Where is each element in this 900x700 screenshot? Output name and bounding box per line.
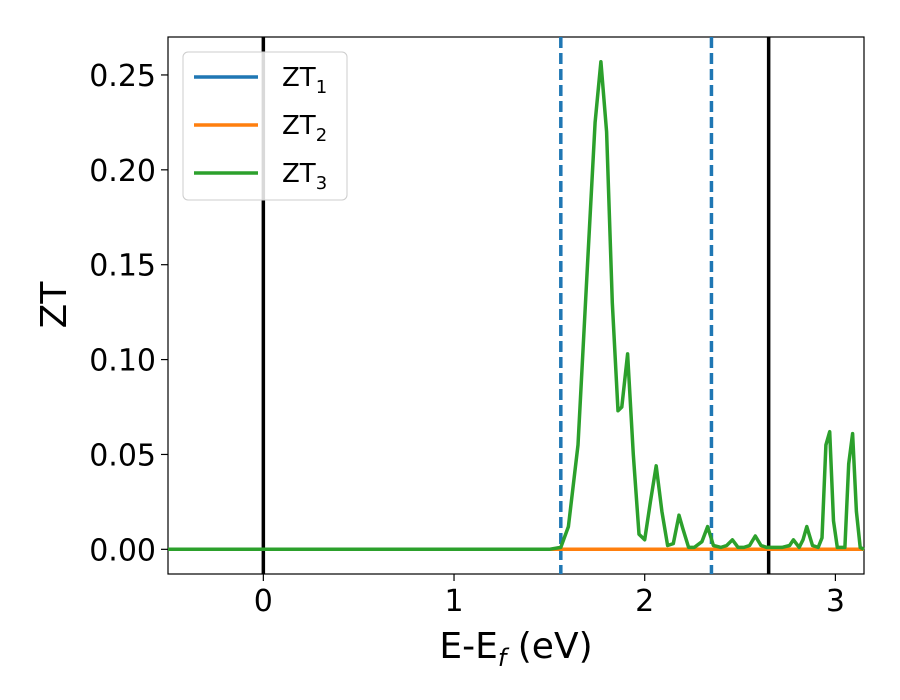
y-tick-label: 0.15	[89, 249, 156, 284]
plot-frame	[167, 36, 865, 575]
x-tick-label: 1	[444, 584, 463, 619]
x-axis-ticks: 0 1 2 3	[254, 574, 845, 619]
y-tick-label: 0.25	[89, 59, 156, 94]
x-axis-label: E-Ef (eV)	[439, 626, 592, 672]
legend-label-3: ZT3	[282, 159, 327, 194]
x-tick-label: 2	[635, 584, 654, 619]
y-tick-label: 0.00	[89, 533, 156, 568]
x-tick-label: 0	[254, 584, 273, 619]
y-tick-label: 0.10	[89, 344, 156, 379]
y-axis-label: ZT	[34, 281, 75, 329]
y-tick-label: 0.20	[89, 154, 156, 189]
x-tick-label: 3	[826, 584, 845, 619]
legend-box	[182, 51, 348, 201]
legend: ZT1 ZT2 ZT3	[182, 51, 348, 201]
legend-label-1: ZT1	[282, 63, 327, 98]
y-axis-ticks: 0.00 0.05 0.10 0.15 0.20 0.25	[89, 59, 168, 568]
legend-label-2: ZT2	[282, 111, 327, 146]
series-layer	[168, 59, 865, 552]
y-tick-label: 0.05	[89, 438, 156, 473]
series-line-3	[168, 59, 865, 552]
